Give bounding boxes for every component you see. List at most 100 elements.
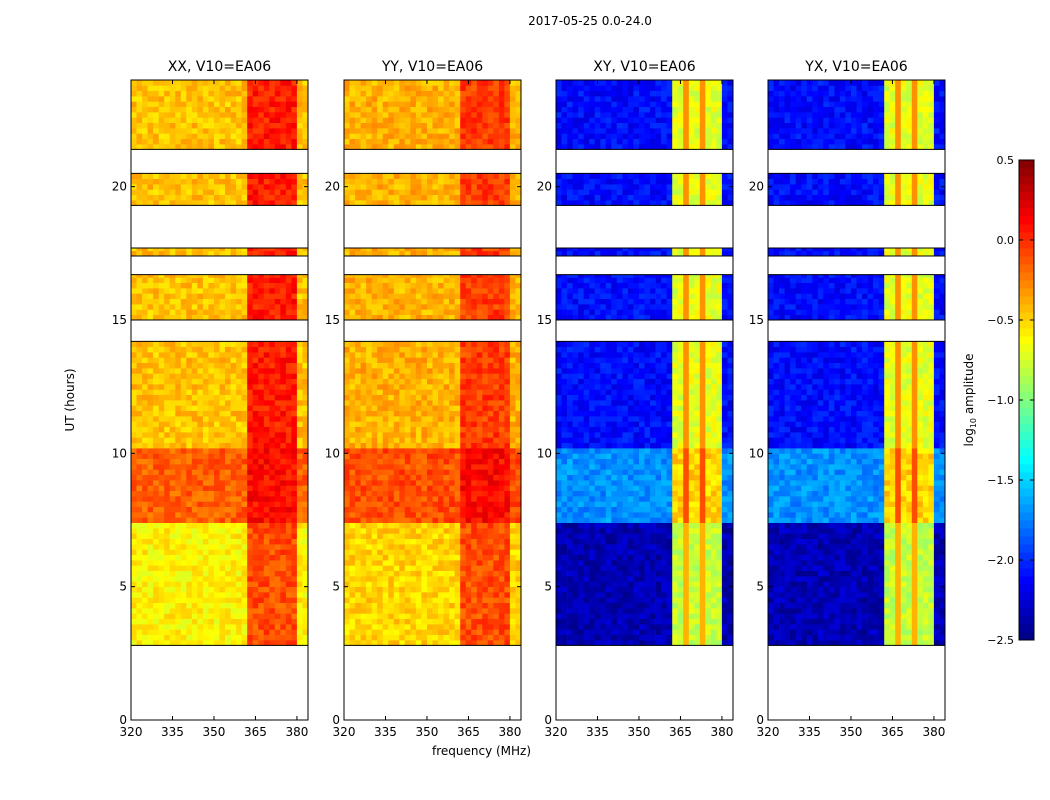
heatmap-cell: [404, 469, 411, 475]
heatmap-cell: [371, 490, 378, 497]
heatmap-cell: [493, 250, 500, 257]
heatmap-cell: [153, 85, 159, 91]
heatmap-cell: [360, 634, 367, 641]
heatmap-cell: [131, 274, 137, 278]
heatmap-cell: [449, 576, 455, 582]
heatmap-cell: [498, 522, 505, 529]
heatmap-cell: [208, 586, 215, 593]
heatmap-cell: [393, 394, 400, 401]
heatmap-cell: [443, 432, 450, 438]
heatmap-cell: [214, 144, 220, 150]
heatmap-cell: [269, 576, 276, 582]
heatmap-cell: [355, 480, 361, 486]
heatmap-cell: [399, 448, 406, 454]
heatmap-cell: [208, 106, 215, 113]
heatmap-cell: [388, 282, 395, 289]
heatmap-cell: [460, 576, 467, 582]
heatmap-cell: [432, 581, 439, 587]
heatmap-cell: [399, 602, 406, 609]
heatmap-cell: [136, 178, 143, 185]
heatmap-cell: [504, 528, 511, 534]
heatmap-cell: [460, 309, 467, 315]
heatmap-cell: [158, 432, 165, 438]
heatmap-cell: [136, 426, 143, 433]
heatmap-cell: [291, 592, 298, 598]
heatmap-cell: [131, 248, 137, 252]
heatmap-cell: [202, 189, 209, 195]
heatmap-cell: [460, 512, 467, 518]
heatmap-cell: [247, 426, 254, 433]
heatmap-cell: [382, 581, 389, 587]
heatmap-cell: [202, 250, 209, 257]
heatmap-cell: [509, 448, 516, 454]
heatmap-cell: [377, 570, 384, 577]
heatmap-cell: [164, 549, 171, 555]
heatmap-cell: [482, 496, 489, 502]
heatmap-cell: [344, 592, 350, 598]
heatmap-cell: [169, 122, 176, 129]
heatmap-cell: [404, 544, 411, 550]
heatmap-cell: [415, 522, 422, 529]
heatmap-cell: [186, 576, 193, 582]
heatmap-cell: [487, 421, 494, 427]
heatmap-cell: [214, 389, 220, 395]
heatmap-cell: [438, 597, 444, 603]
heatmap-cell: [438, 293, 444, 299]
heatmap-cell: [382, 533, 389, 539]
heatmap-cell: [241, 618, 248, 625]
heatmap-cell: [225, 384, 231, 390]
heatmap-cell: [415, 405, 422, 411]
heatmap-cell: [493, 544, 500, 550]
heatmap-cell: [186, 274, 193, 278]
heatmap-cell: [280, 298, 287, 305]
heatmap-cell: [382, 512, 389, 518]
heatmap-cell: [241, 178, 248, 185]
heatmap-cell: [515, 592, 522, 598]
heatmap-cell: [465, 538, 472, 545]
heatmap-cell: [180, 277, 187, 283]
heatmap-cell: [142, 629, 148, 635]
heatmap-cell: [158, 378, 165, 385]
heatmap-cell: [438, 485, 444, 491]
heatmap-cell: [280, 437, 287, 443]
heatmap-cell: [169, 608, 176, 614]
heatmap-cell: [258, 352, 265, 358]
heatmap-cell: [509, 496, 516, 502]
heatmap-cell: [410, 517, 417, 523]
heatmap-cell: [186, 189, 193, 195]
heatmap-cell: [415, 341, 422, 347]
heatmap-cell: [131, 640, 137, 646]
heatmap-cell: [476, 480, 483, 486]
heatmap-cell: [214, 485, 220, 491]
heatmap-cell: [355, 496, 361, 502]
heatmap-cell: [153, 517, 159, 523]
heatmap-cell: [280, 416, 287, 422]
heatmap-cell: [164, 426, 171, 433]
heatmap-cell: [186, 517, 193, 523]
heatmap-cell: [180, 469, 187, 475]
heatmap-cell: [393, 469, 400, 475]
heatmap-cell: [252, 117, 259, 123]
heatmap-cell: [438, 277, 444, 283]
heatmap-cell: [291, 554, 298, 561]
heatmap-cell: [230, 506, 237, 513]
heatmap-cell: [296, 464, 303, 470]
heatmap-cell: [158, 362, 165, 369]
heatmap-cell: [180, 106, 187, 113]
heatmap-cell: [153, 629, 159, 635]
heatmap-cell: [197, 357, 204, 363]
heatmap-cell: [164, 464, 171, 470]
heatmap-cell: [493, 298, 500, 305]
heatmap-cell: [263, 117, 270, 123]
heatmap-cell: [225, 576, 231, 582]
heatmap-cell: [285, 85, 292, 91]
heatmap-cell: [153, 640, 159, 646]
heatmap-cell: [355, 613, 361, 619]
heatmap-cell: [158, 85, 165, 91]
heatmap-cell: [471, 293, 478, 299]
heatmap-cell: [349, 512, 356, 518]
heatmap-cell: [344, 549, 350, 555]
heatmap-cell: [136, 80, 143, 86]
heatmap-cell: [202, 282, 209, 289]
heatmap-cell: [230, 410, 237, 417]
